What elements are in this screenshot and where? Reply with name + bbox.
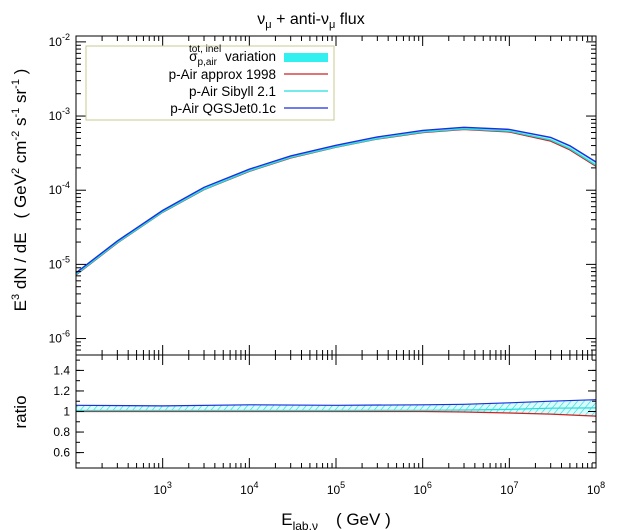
ylabel-expm1-b: -1 [10, 79, 22, 89]
title-flux: flux [335, 11, 364, 28]
x-tick-label-6: 108 [587, 480, 605, 497]
legend: σp,air tot, inel variation p-Air approx 1… [85, 44, 335, 121]
flux-variation-band [76, 127, 596, 275]
ylabel-s: s [11, 118, 30, 131]
x-axis-label: Elab,ν ( GeV ) [281, 510, 391, 530]
ylabel-expm1: -1 [10, 108, 22, 118]
title-plus-anti: + anti- [272, 11, 321, 28]
x-tick-label-5: 107 [500, 480, 518, 497]
title-mu-2: μ [329, 19, 335, 31]
legend-band-label: σp,air tot, inel variation [189, 44, 276, 68]
legend-band-rest: variation [221, 49, 276, 64]
flux-y-tick-label-2: 10-3 [49, 106, 70, 123]
flux-y-tick-label-1: 10-2 [49, 32, 70, 49]
title-nu-2: ν [321, 11, 329, 28]
ylabel-dnde: dN / dE [11, 232, 30, 293]
legend-band-sup: tot, inel [189, 44, 221, 55]
flux-line-3 [75, 126, 597, 274]
flux-ylabel: E3 dN / dE( GeV2 cm-2 s-1 sr-1 ) [10, 69, 30, 312]
flux-line-2 [75, 128, 597, 276]
ylabel-unit-open: ( GeV [11, 173, 30, 218]
flux-line-1 [75, 128, 597, 276]
x-tick-label-1: 103 [153, 480, 171, 497]
ylabel-expm2: -2 [10, 131, 22, 141]
legend-label-approx: p-Air approx 1998 [169, 67, 276, 82]
xlabel-e: E [281, 510, 292, 529]
svg-text:E3 dN / dE( GeV2 cm-2 s-1 sr-1: E3 dN / dE( GeV2 cm-2 s-1 sr-1 ) [10, 69, 30, 312]
chart-title: νμ + anti-νμ flux [257, 11, 364, 31]
ratio-y-tick-label-3: 1 [63, 405, 70, 419]
title-mu: μ [265, 19, 271, 31]
legend-band-sym: σ [189, 49, 198, 64]
ratio-line-3 [75, 399, 597, 407]
ylabel-e-exp: 3 [10, 294, 22, 300]
title-nu: ν [257, 11, 265, 28]
flux-y-tick-label-3: 10-4 [49, 180, 70, 197]
flux-y-ticks: 10-2 10-3 10-4 10-5 10-6 [49, 32, 597, 356]
ylabel-cm: cm [11, 141, 30, 168]
ylabel-exp2: 2 [10, 168, 22, 174]
x-tick-label-3: 105 [327, 480, 345, 497]
legend-label-qgsjet: p-Air QGSJet0.1c [170, 101, 276, 116]
ratio-ylabel: ratio [11, 395, 30, 428]
x-tick-label-4: 106 [413, 480, 431, 497]
ratio-series-lines [75, 399, 597, 417]
flux-band-area [76, 127, 596, 275]
ratio-y-tick-label-4: 1.2 [53, 384, 70, 398]
xlabel-sub: lab,ν [293, 519, 318, 530]
ratio-y-tick-label-2: 0.8 [53, 425, 70, 439]
flux-y-tick-label-4: 10-5 [49, 254, 70, 271]
flux-y-tick-label-5: 10-6 [49, 329, 70, 346]
flux-series-lines [75, 126, 597, 276]
x-tick-label-2: 104 [240, 480, 258, 497]
ratio-line-2 [76, 407, 597, 412]
xlabel-unit: ( GeV ) [336, 510, 391, 529]
ylabel-unit-close: ) [11, 69, 30, 79]
ylabel-sr: sr [11, 89, 30, 108]
legend-band-sub: p,air [198, 57, 218, 68]
ratio-y-ticks: 0.6 0.8 1 1.2 1.4 [53, 359, 596, 464]
ratio-line-1 [76, 410, 597, 417]
ylabel-e: E [11, 300, 30, 311]
ratio-x-ticks: 103 104 105 106 107 108 [75, 355, 605, 497]
ratio-panel: 0.6 0.8 1 1.2 1.4 103 104 105 106 107 108 [53, 354, 605, 497]
legend-band-swatch [284, 53, 328, 62]
ratio-y-tick-label-5: 1.4 [53, 363, 70, 377]
ratio-y-tick-label-1: 0.6 [53, 446, 70, 460]
legend-label-sibyll: p-Air Sibyll 2.1 [189, 84, 276, 99]
